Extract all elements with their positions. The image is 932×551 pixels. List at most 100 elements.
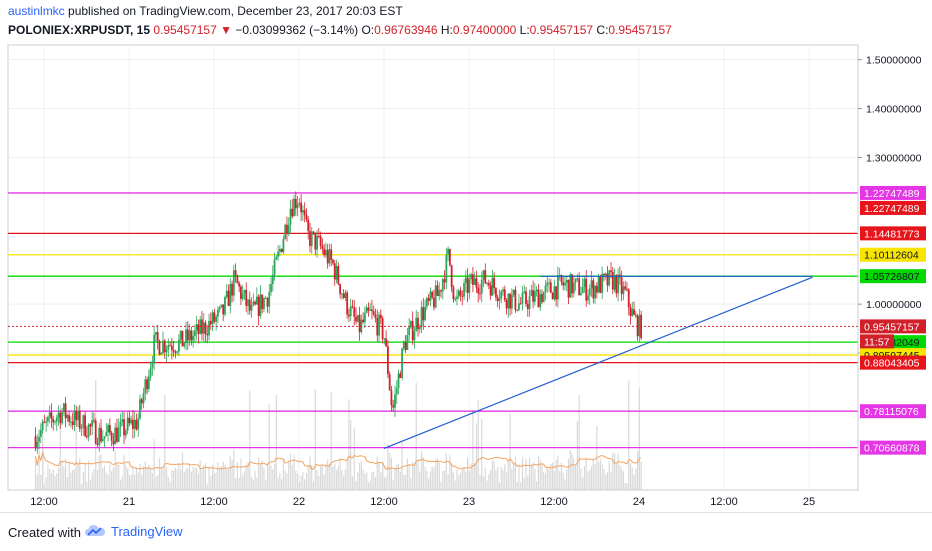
level-label-magenta: 0.70660878 [864, 443, 920, 455]
candle-body [294, 198, 297, 209]
volume-bar [330, 392, 332, 490]
candle-body [443, 279, 446, 283]
volume-bar [300, 475, 302, 490]
volume-bar [286, 473, 288, 490]
candle-body [480, 279, 483, 294]
volume-bar [466, 457, 469, 490]
volume-bar [123, 455, 125, 490]
candle-body [220, 304, 223, 307]
volume-bar [162, 468, 164, 490]
candle-body [459, 290, 462, 296]
candle-body [525, 291, 527, 305]
volume-bar [201, 469, 203, 490]
candle-body [433, 297, 435, 308]
volume-bar [580, 468, 582, 490]
last-price-label: 0.95457157 [864, 321, 920, 333]
volume-bar [77, 463, 79, 490]
candle-body [94, 420, 97, 444]
candle-body [209, 320, 212, 325]
volume-bar [323, 474, 325, 490]
volume-bar [403, 475, 405, 490]
volume-bar [590, 465, 593, 490]
volume-bar [256, 477, 258, 490]
volume-bar [638, 388, 640, 490]
volume-bar [405, 474, 407, 490]
candle-body [627, 289, 630, 308]
candle-body [576, 278, 579, 280]
volume-bar [194, 468, 196, 490]
candle-body [464, 277, 467, 284]
volume-bar [569, 449, 571, 490]
volume-bar [429, 471, 431, 490]
candle-body [535, 289, 538, 292]
candle-body [123, 419, 125, 436]
volume-bar [527, 475, 529, 490]
candle-body [271, 274, 274, 285]
candle-body [301, 210, 304, 213]
candle-body [38, 436, 40, 442]
volume-bar [546, 467, 548, 490]
candle-body [124, 430, 127, 436]
candle-body [448, 248, 451, 266]
candle-body [213, 312, 216, 322]
trendline[interactable] [383, 276, 813, 449]
candle-body [339, 284, 341, 294]
candle-body [367, 307, 370, 311]
volume-bar [302, 472, 304, 490]
volume-bar [346, 459, 348, 490]
candle-body [165, 349, 168, 353]
volume-bar [622, 471, 625, 490]
author-link[interactable]: austinlmkc [8, 4, 65, 18]
tradingview-link[interactable]: TradingView [84, 522, 183, 539]
countdown-bg [860, 334, 894, 349]
candle-body [634, 314, 637, 317]
volume-bar [628, 380, 630, 490]
volume-bar [134, 474, 136, 490]
candle-body [581, 286, 584, 294]
candle-body [238, 283, 241, 287]
candle-body [406, 335, 409, 350]
down-arrow-icon: ▼ [220, 23, 233, 37]
candle-body [379, 314, 382, 319]
volume-bar [337, 466, 339, 490]
candle-body [179, 330, 182, 340]
volume-bar [594, 463, 596, 490]
candle-body [156, 332, 159, 341]
candle-body [268, 291, 271, 307]
volume-bar [220, 466, 223, 490]
candle-body [496, 297, 499, 301]
candle-body [626, 289, 628, 291]
volume-bar [107, 474, 109, 490]
x-tick-label: 12:00 [200, 496, 228, 508]
volume-bar [178, 463, 180, 490]
volume-bar [141, 474, 143, 490]
symbol-label[interactable]: POLONIEX:XRPUSDT, 15 [8, 23, 151, 37]
open-label: O: [361, 23, 375, 37]
candle-body [427, 298, 430, 301]
volume-bar [532, 462, 534, 490]
candle-body [353, 307, 356, 317]
volume-bar [38, 434, 40, 490]
candle-body [620, 277, 623, 294]
candle-body [333, 263, 336, 280]
volume-bar [458, 475, 460, 490]
candle-body [509, 293, 511, 309]
volume-bar [369, 480, 371, 490]
candle-body [549, 282, 552, 293]
volume-bar [516, 481, 518, 490]
candle-body [225, 290, 228, 298]
volume-bar [406, 458, 408, 490]
volume-bar [415, 382, 417, 490]
candle-body [495, 288, 497, 298]
candle-body [532, 290, 535, 302]
candle-body [284, 224, 287, 240]
price-chart[interactable]: 1.50000000 1.40000000 1.30000000 1.00000000… [0, 0, 932, 512]
volume-bar [52, 469, 54, 490]
candle-body [528, 296, 531, 310]
volume-bar [312, 481, 315, 490]
candle-body [36, 441, 39, 449]
volume-bar [229, 456, 231, 490]
candle-body [169, 345, 171, 347]
candle-body [289, 208, 292, 225]
last-price-label-bg [860, 319, 926, 334]
